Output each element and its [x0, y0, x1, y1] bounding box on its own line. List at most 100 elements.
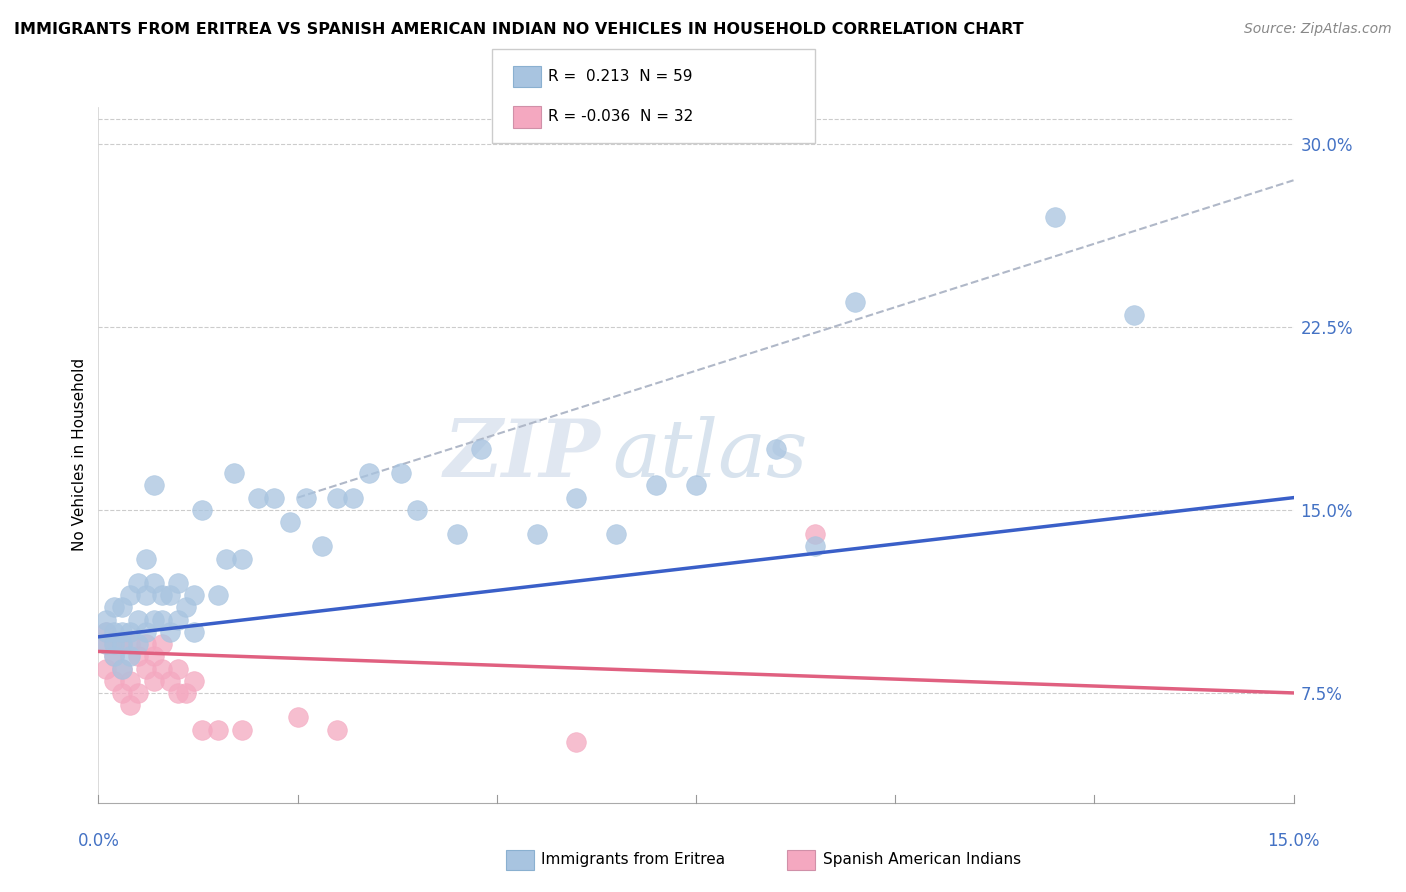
Point — [111, 637, 134, 651]
Point — [215, 551, 238, 566]
Point — [183, 624, 205, 639]
Point — [103, 673, 125, 688]
Point — [111, 600, 134, 615]
Point — [111, 686, 134, 700]
Text: ZIP: ZIP — [443, 417, 600, 493]
Point — [246, 491, 269, 505]
Point — [565, 735, 588, 749]
Point — [1043, 210, 1066, 224]
Point — [96, 613, 118, 627]
Point — [127, 637, 149, 651]
Y-axis label: No Vehicles in Household: No Vehicles in Household — [72, 359, 87, 551]
Text: IMMIGRANTS FROM ERITREA VS SPANISH AMERICAN INDIAN NO VEHICLES IN HOUSEHOLD CORR: IMMIGRANTS FROM ERITREA VS SPANISH AMERI… — [14, 22, 1024, 37]
Text: R =  0.213  N = 59: R = 0.213 N = 59 — [548, 70, 693, 84]
Point — [96, 624, 118, 639]
Point — [135, 624, 157, 639]
Point — [135, 637, 157, 651]
Point — [120, 649, 142, 664]
Point — [127, 686, 149, 700]
Point — [174, 686, 197, 700]
Point — [120, 698, 142, 713]
Point — [127, 576, 149, 591]
Text: Source: ZipAtlas.com: Source: ZipAtlas.com — [1244, 22, 1392, 37]
Point — [389, 467, 412, 481]
Point — [183, 588, 205, 602]
Point — [96, 637, 118, 651]
Text: R = -0.036  N = 32: R = -0.036 N = 32 — [548, 110, 693, 124]
Point — [120, 673, 142, 688]
Point — [191, 723, 214, 737]
Point — [120, 588, 142, 602]
Point — [135, 551, 157, 566]
Point — [326, 491, 349, 505]
Text: Spanish American Indians: Spanish American Indians — [823, 853, 1021, 867]
Point — [446, 527, 468, 541]
Point — [150, 588, 173, 602]
Point — [311, 540, 333, 554]
Point — [470, 442, 492, 456]
Point — [278, 515, 301, 529]
Point — [103, 600, 125, 615]
Point — [231, 723, 253, 737]
Point — [167, 686, 190, 700]
Point — [103, 649, 125, 664]
Point — [120, 624, 142, 639]
Point — [844, 295, 866, 310]
Point — [96, 661, 118, 675]
Point — [804, 540, 827, 554]
Point — [103, 649, 125, 664]
Point — [167, 613, 190, 627]
Point — [127, 613, 149, 627]
Text: atlas: atlas — [613, 417, 807, 493]
Point — [167, 576, 190, 591]
Point — [1123, 308, 1146, 322]
Point — [111, 661, 134, 675]
Point — [135, 588, 157, 602]
Point — [143, 576, 166, 591]
Point — [143, 478, 166, 492]
Point — [565, 491, 588, 505]
Point — [263, 491, 285, 505]
Point — [111, 637, 134, 651]
Point — [645, 478, 668, 492]
Point — [342, 491, 364, 505]
Point — [406, 503, 429, 517]
Point — [150, 637, 173, 651]
Point — [183, 673, 205, 688]
Point — [111, 661, 134, 675]
Point — [222, 467, 245, 481]
Text: 0.0%: 0.0% — [77, 832, 120, 850]
Point — [287, 710, 309, 724]
Point — [103, 637, 125, 651]
Point — [685, 478, 707, 492]
Point — [191, 503, 214, 517]
Point — [120, 637, 142, 651]
Point — [103, 624, 125, 639]
Point — [96, 637, 118, 651]
Text: Immigrants from Eritrea: Immigrants from Eritrea — [541, 853, 725, 867]
Point — [804, 527, 827, 541]
Point — [143, 613, 166, 627]
Point — [326, 723, 349, 737]
Point — [167, 661, 190, 675]
Point — [765, 442, 787, 456]
Point — [150, 661, 173, 675]
Text: 15.0%: 15.0% — [1267, 832, 1320, 850]
Point — [207, 723, 229, 737]
Point — [150, 613, 173, 627]
Point — [231, 551, 253, 566]
Point — [294, 491, 316, 505]
Point — [174, 600, 197, 615]
Point — [96, 624, 118, 639]
Point — [159, 624, 181, 639]
Point — [526, 527, 548, 541]
Point — [359, 467, 381, 481]
Point — [207, 588, 229, 602]
Point — [127, 649, 149, 664]
Point — [159, 673, 181, 688]
Point — [111, 624, 134, 639]
Point — [143, 673, 166, 688]
Point — [605, 527, 627, 541]
Point — [143, 649, 166, 664]
Point — [103, 637, 125, 651]
